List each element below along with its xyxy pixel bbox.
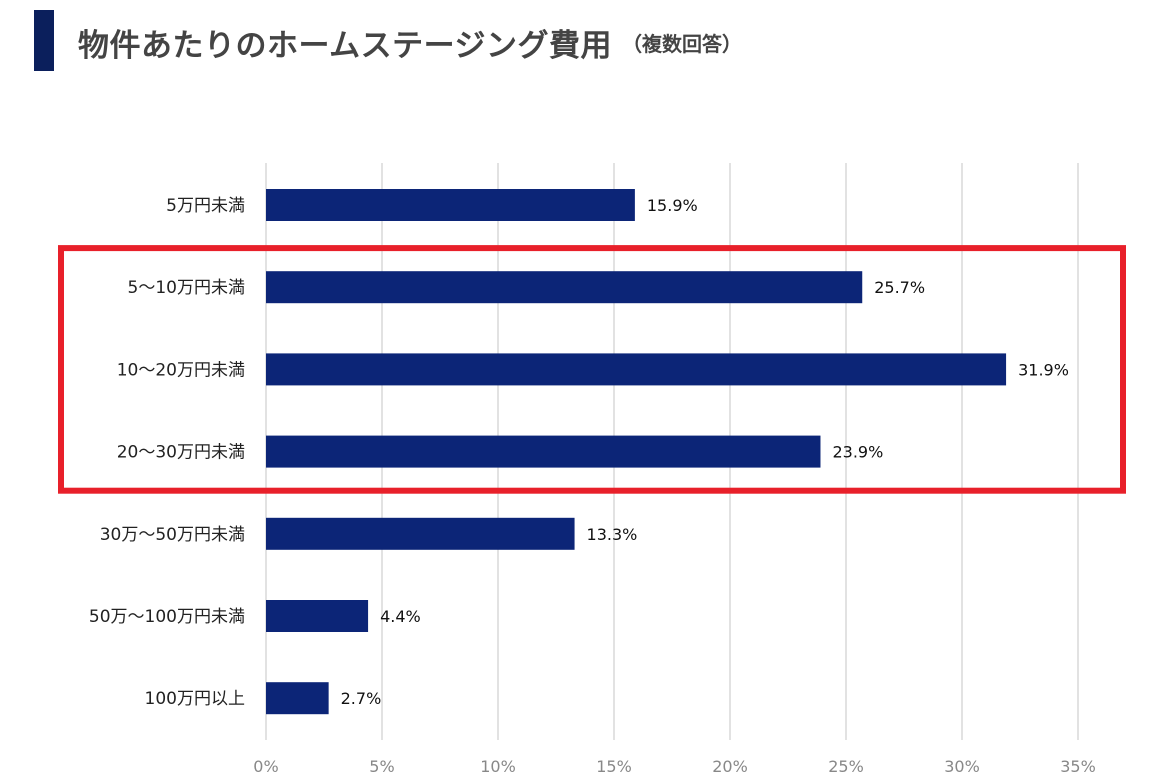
data-label: 23.9%	[832, 443, 883, 462]
data-label: 2.7%	[341, 689, 382, 708]
bar	[266, 682, 329, 715]
data-label: 13.3%	[587, 525, 638, 544]
highlight-box	[58, 245, 1126, 494]
x-tick-label: 20%	[712, 757, 748, 776]
category-label: 20～30万円未満	[117, 443, 245, 463]
bar	[266, 189, 635, 221]
x-tick-label: 15%	[596, 757, 632, 776]
x-tick-label: 35%	[1060, 757, 1096, 776]
bar	[266, 271, 863, 304]
chart-subtitle: （複数回答）	[621, 31, 742, 56]
bar	[266, 517, 575, 550]
title-block: 物件あたりのホームステージング費用 （複数回答）	[78, 14, 742, 70]
bar	[266, 353, 1007, 386]
x-tick-label: 30%	[944, 757, 980, 776]
chart-title: 物件あたりのホームステージング費用	[78, 27, 612, 64]
category-label: 10～20万円未満	[117, 360, 245, 380]
category-label: 50万～100万円未満	[89, 607, 245, 627]
data-label: 31.9%	[1018, 360, 1069, 379]
bar	[266, 600, 369, 632]
data-label: 25.7%	[874, 278, 925, 297]
category-label: 5～10万円未満	[128, 278, 245, 298]
x-tick-label: 10%	[480, 757, 516, 776]
data-label: 15.9%	[647, 196, 698, 215]
category-label: 100万円以上	[145, 689, 245, 709]
category-label: 30万～50万円未満	[100, 525, 245, 545]
x-tick-label: 5%	[369, 757, 394, 776]
x-tick-label: 0%	[253, 757, 278, 776]
x-tick-label: 25%	[828, 757, 864, 776]
title-accent-bar	[34, 10, 54, 71]
bar	[266, 435, 821, 468]
data-label: 4.4%	[380, 607, 421, 626]
category-label: 5万円未満	[166, 196, 245, 216]
